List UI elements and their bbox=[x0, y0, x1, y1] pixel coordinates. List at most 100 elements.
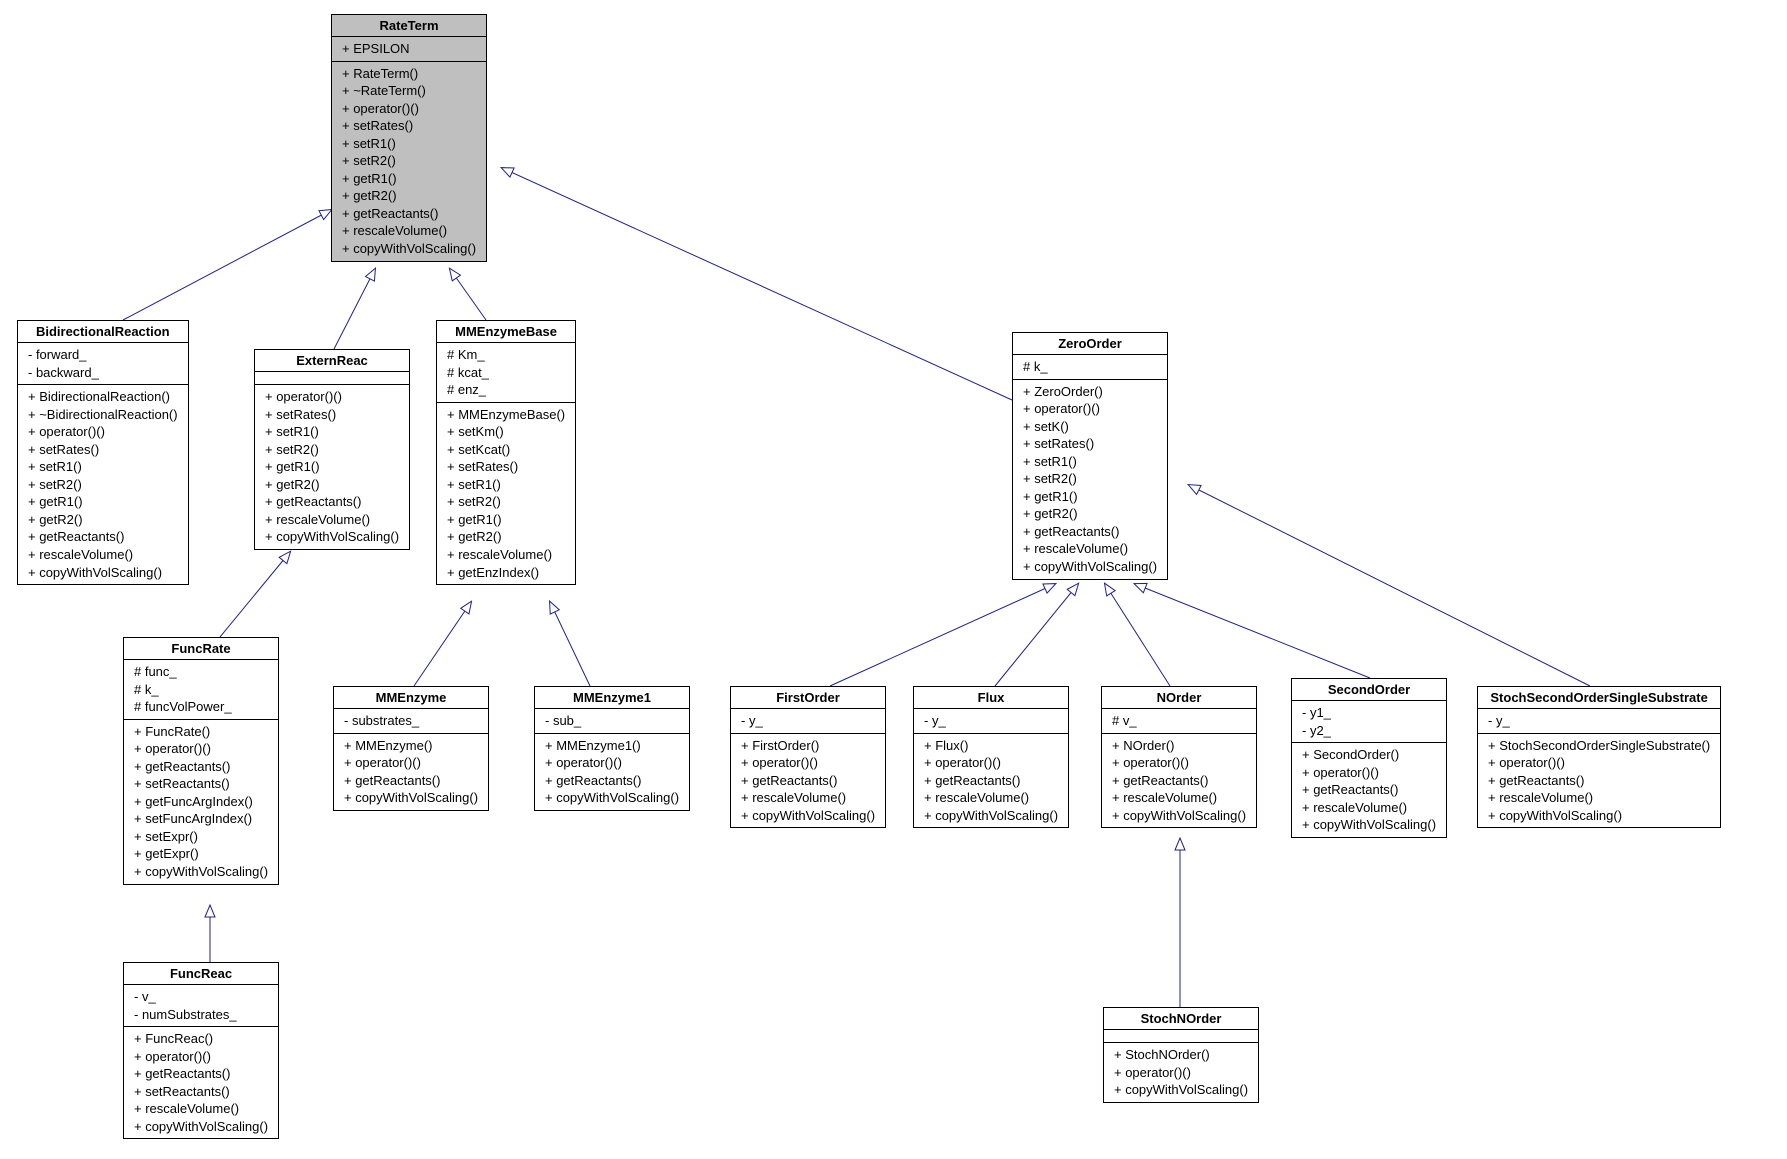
method-row: + getReactants() bbox=[344, 772, 478, 790]
method-row: + setKcat() bbox=[447, 441, 565, 459]
class-Flux: Flux- y_+ Flux()+ operator()()+ getReact… bbox=[913, 686, 1069, 828]
class-attributes: - v_- numSubstrates_ bbox=[124, 985, 278, 1027]
method-row: + setR2() bbox=[447, 493, 565, 511]
method-row: + getReactants() bbox=[1488, 772, 1710, 790]
method-row: + getReactants() bbox=[1112, 772, 1246, 790]
inheritance-arrow bbox=[334, 269, 375, 349]
method-row: + setR2() bbox=[265, 441, 399, 459]
method-row: + getReactants() bbox=[741, 772, 875, 790]
method-row: + getReactants() bbox=[1302, 781, 1436, 799]
method-row: + operator()() bbox=[265, 388, 399, 406]
class-attributes: - forward_- backward_ bbox=[18, 343, 188, 385]
class-methods: + StochNOrder()+ operator()()+ copyWithV… bbox=[1104, 1043, 1258, 1102]
method-row: + getR2() bbox=[447, 528, 565, 546]
class-methods: + BidirectionalReaction()+ ~Bidirectiona… bbox=[18, 385, 188, 584]
method-row: + setKm() bbox=[447, 423, 565, 441]
attribute-row: - backward_ bbox=[28, 364, 178, 382]
attribute-row: # enz_ bbox=[447, 381, 565, 399]
attribute-row: - y1_ bbox=[1302, 704, 1436, 722]
method-row: + getR2() bbox=[28, 511, 178, 529]
method-row: + getR1() bbox=[1023, 488, 1157, 506]
attribute-row: # func_ bbox=[134, 663, 268, 681]
method-row: + operator()() bbox=[1302, 764, 1436, 782]
method-row: + rescaleVolume() bbox=[447, 546, 565, 564]
class-attributes: - y1_- y2_ bbox=[1292, 701, 1446, 743]
method-row: + BidirectionalReaction() bbox=[28, 388, 178, 406]
class-attributes: - y_ bbox=[914, 709, 1068, 734]
class-methods: + ZeroOrder()+ operator()()+ setK()+ set… bbox=[1013, 380, 1167, 579]
inheritance-arrow bbox=[995, 584, 1078, 686]
method-row: + rescaleVolume() bbox=[342, 222, 476, 240]
method-row: + operator()() bbox=[741, 754, 875, 772]
method-row: + operator()() bbox=[1023, 400, 1157, 418]
class-attributes: - sub_ bbox=[535, 709, 689, 734]
method-row: + rescaleVolume() bbox=[924, 789, 1058, 807]
method-row: + getR1() bbox=[447, 511, 565, 529]
method-row: + setK() bbox=[1023, 418, 1157, 436]
attribute-row: # k_ bbox=[1023, 358, 1157, 376]
method-row: + getReactants() bbox=[1023, 523, 1157, 541]
class-methods: + MMEnzyme1()+ operator()()+ getReactant… bbox=[535, 734, 689, 810]
class-BidirectionalReaction: BidirectionalReaction- forward_- backwar… bbox=[17, 320, 189, 585]
method-row: + copyWithVolScaling() bbox=[1302, 816, 1436, 834]
class-RateTerm: RateTerm + EPSILON + RateTerm()+ ~RateTerm… bbox=[331, 14, 487, 262]
attribute-row: # Km_ bbox=[447, 346, 565, 364]
method-row: + copyWithVolScaling() bbox=[545, 789, 679, 807]
method-row: + operator()() bbox=[1488, 754, 1710, 772]
class-methods: + RateTerm()+ ~RateTerm()+ operator()()+… bbox=[332, 62, 486, 261]
attribute-row: # k_ bbox=[134, 681, 268, 699]
method-row: + rescaleVolume() bbox=[1302, 799, 1436, 817]
method-row: + StochNOrder() bbox=[1114, 1046, 1248, 1064]
inheritance-arrow bbox=[1105, 584, 1170, 686]
method-row: + getExpr() bbox=[134, 845, 268, 863]
class-name: FuncReac bbox=[124, 963, 278, 985]
method-row: + getR1() bbox=[342, 170, 476, 188]
class-name: FirstOrder bbox=[731, 687, 885, 709]
method-row: + setR2() bbox=[28, 476, 178, 494]
method-row: + copyWithVolScaling() bbox=[134, 863, 268, 881]
method-row: + getR1() bbox=[265, 458, 399, 476]
method-row: + setReactants() bbox=[134, 775, 268, 793]
method-row: + setExpr() bbox=[134, 828, 268, 846]
method-row: + ~RateTerm() bbox=[342, 82, 476, 100]
attribute-row: - sub_ bbox=[545, 712, 679, 730]
method-row: + operator()() bbox=[1114, 1064, 1248, 1082]
method-row: + rescaleVolume() bbox=[265, 511, 399, 529]
method-row: + getR2() bbox=[342, 187, 476, 205]
class-attributes: # v_ bbox=[1102, 709, 1256, 734]
method-row: + RateTerm() bbox=[342, 65, 476, 83]
method-row: + copyWithVolScaling() bbox=[342, 240, 476, 258]
attribute-row: - v_ bbox=[134, 988, 268, 1006]
method-row: + setR1() bbox=[265, 423, 399, 441]
method-row: + operator()() bbox=[134, 1048, 268, 1066]
inheritance-arrow bbox=[1189, 485, 1590, 686]
class-methods: + FuncReac()+ operator()()+ getReactants… bbox=[124, 1027, 278, 1138]
class-name: MMEnzymeBase bbox=[437, 321, 575, 343]
class-FuncRate: FuncRate# func_# k_# funcVolPower_+ Func… bbox=[123, 637, 279, 885]
method-row: + getReactants() bbox=[545, 772, 679, 790]
method-row: + copyWithVolScaling() bbox=[28, 564, 178, 582]
method-row: + copyWithVolScaling() bbox=[1488, 807, 1710, 825]
class-MMEnzyme1: MMEnzyme1- sub_+ MMEnzyme1()+ operator()… bbox=[534, 686, 690, 811]
attribute-row: + EPSILON bbox=[342, 40, 476, 58]
class-name: ExternReac bbox=[255, 350, 409, 372]
method-row: + MMEnzymeBase() bbox=[447, 406, 565, 424]
class-SecondOrder: SecondOrder- y1_- y2_+ SecondOrder()+ op… bbox=[1291, 678, 1447, 838]
attribute-row: # kcat_ bbox=[447, 364, 565, 382]
method-row: + getReactants() bbox=[342, 205, 476, 223]
method-row: + getR1() bbox=[28, 493, 178, 511]
method-row: + getReactants() bbox=[924, 772, 1058, 790]
class-ZeroOrder: ZeroOrder# k_+ ZeroOrder()+ operator()()… bbox=[1012, 332, 1168, 580]
class-methods: + MMEnzymeBase()+ setKm()+ setKcat() + se… bbox=[437, 403, 575, 584]
method-row: + setR2() bbox=[1023, 470, 1157, 488]
method-row: + NOrder() bbox=[1112, 737, 1246, 755]
class-attributes: # func_# k_# funcVolPower_ bbox=[124, 660, 278, 720]
class-name: RateTerm bbox=[332, 15, 486, 37]
method-row: + getR2() bbox=[265, 476, 399, 494]
method-row: + getReactants() bbox=[134, 1065, 268, 1083]
class-name: MMEnzyme bbox=[334, 687, 488, 709]
class-methods: + FirstOrder()+ operator()()+ getReactan… bbox=[731, 734, 885, 828]
method-row: + setRates() bbox=[342, 117, 476, 135]
inheritance-arrow bbox=[830, 584, 1055, 686]
method-row: + StochSecondOrderSingleSubstrate() bbox=[1488, 737, 1710, 755]
